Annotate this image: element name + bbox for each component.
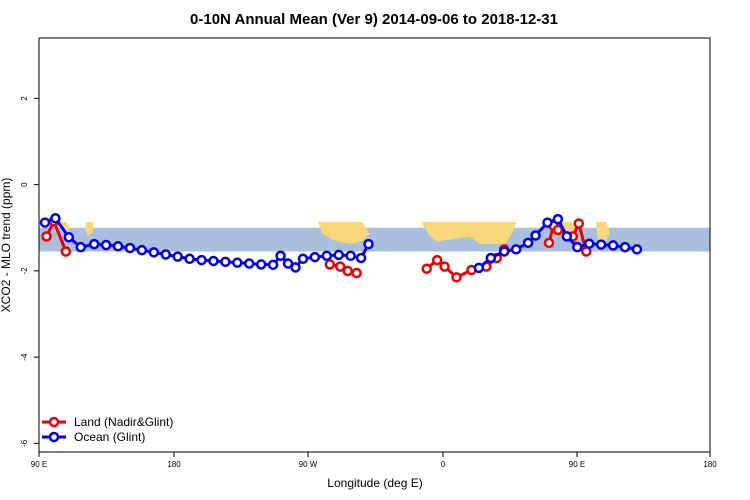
data-point-land <box>431 254 443 266</box>
data-point-ocean <box>595 239 607 250</box>
data-point-ocean <box>498 246 510 257</box>
data-point-ocean <box>100 239 112 251</box>
data-point-ocean <box>148 247 160 258</box>
data-point-land <box>351 267 362 279</box>
data-point-land <box>451 272 462 283</box>
land-mass-africa <box>421 222 516 244</box>
x-axis-label: Longitude (deg E) <box>327 476 422 490</box>
legend-marker-ocean <box>48 431 60 443</box>
data-point-ocean <box>619 241 631 253</box>
land-masses <box>60 222 610 244</box>
data-point-ocean <box>583 238 595 249</box>
data-point-ocean <box>75 241 87 253</box>
data-point-ocean <box>112 241 124 252</box>
data-point-ocean <box>309 251 321 263</box>
x-tick-label: 90 E <box>31 460 47 469</box>
legend: Land (Nadir&Glint) Ocean (Glint) <box>42 415 173 444</box>
data-point-ocean <box>631 244 643 255</box>
data-point-ocean <box>345 250 356 262</box>
data-point-ocean <box>572 241 583 253</box>
data-point-ocean <box>552 213 564 225</box>
data-point-ocean <box>243 258 255 269</box>
x-tick-label: 180 <box>703 460 717 469</box>
data-point-land <box>543 237 555 249</box>
data-point-ocean <box>333 249 344 261</box>
data-point-ocean <box>275 250 286 262</box>
data-point-land <box>41 231 52 242</box>
y-tick-label: 0 <box>20 182 29 187</box>
data-point-ocean <box>542 217 553 228</box>
data-point-ocean <box>50 213 61 224</box>
y-axis-label: XCO2 - MLO trend (ppm) <box>0 178 13 313</box>
data-point-ocean <box>232 257 243 268</box>
y-tick-label: -2 <box>20 267 29 275</box>
series-ocean <box>39 213 643 274</box>
data-point-ocean <box>485 252 497 264</box>
y-tick-label: -4 <box>20 353 29 361</box>
data-point-ocean <box>136 244 148 256</box>
data-point-ocean <box>473 262 485 274</box>
x-tick-label: 90 W <box>299 460 318 469</box>
x-tick-label: 180 <box>167 460 181 469</box>
data-point-land <box>342 265 353 277</box>
data-point-land <box>421 263 432 274</box>
land-mass-central-america <box>318 222 370 244</box>
data-point-land <box>60 246 72 257</box>
data-point-ocean <box>63 231 75 243</box>
legend-label-ocean: Ocean (Glint) <box>74 430 145 444</box>
legend-marker-land <box>48 416 60 428</box>
data-point-ocean <box>530 230 541 241</box>
x-tick-label: 90 E <box>569 460 585 469</box>
legend-label-land: Land (Nadir&Glint) <box>74 415 173 429</box>
data-point-ocean <box>297 253 309 265</box>
data-point-ocean <box>124 242 136 254</box>
y-tick-label: 2 <box>20 96 29 101</box>
chart-title: 0-10N Annual Mean (Ver 9) 2014-09-06 to … <box>190 11 558 28</box>
data-point-ocean <box>160 249 171 260</box>
land-mass-new-guinea <box>85 222 93 236</box>
data-point-ocean <box>321 250 333 262</box>
data-point-ocean <box>561 231 573 242</box>
data-point-land <box>324 259 336 270</box>
data-point-ocean <box>290 262 301 273</box>
y-tick-label: -6 <box>20 439 29 447</box>
x-axis: 90 E 180 90 W 0 90 E 180 <box>31 452 717 469</box>
data-point-ocean <box>607 240 619 251</box>
data-point-ocean <box>39 217 51 228</box>
data-point-ocean <box>184 253 195 265</box>
land-mass-maritime-asia <box>60 222 70 235</box>
ocean-band <box>39 227 710 252</box>
x-tick-label: 0 <box>441 460 446 469</box>
data-point-ocean <box>267 259 279 271</box>
data-point-ocean <box>355 252 367 264</box>
data-point-ocean <box>510 244 522 255</box>
plot-frame <box>38 37 711 453</box>
data-point-land <box>439 261 450 272</box>
data-point-ocean <box>88 238 100 250</box>
data-point-ocean <box>196 254 207 266</box>
data-point-ocean <box>255 259 267 270</box>
data-point-ocean <box>172 251 183 262</box>
data-point-land <box>334 261 346 272</box>
data-point-ocean <box>363 238 374 250</box>
data-point-land <box>573 218 585 229</box>
data-point-ocean <box>220 256 231 268</box>
data-point-ocean <box>208 255 219 267</box>
y-axis: 2 0 -2 -4 -6 <box>20 96 39 447</box>
data-point-ocean <box>522 237 534 249</box>
land-mass-indochina <box>596 222 610 244</box>
